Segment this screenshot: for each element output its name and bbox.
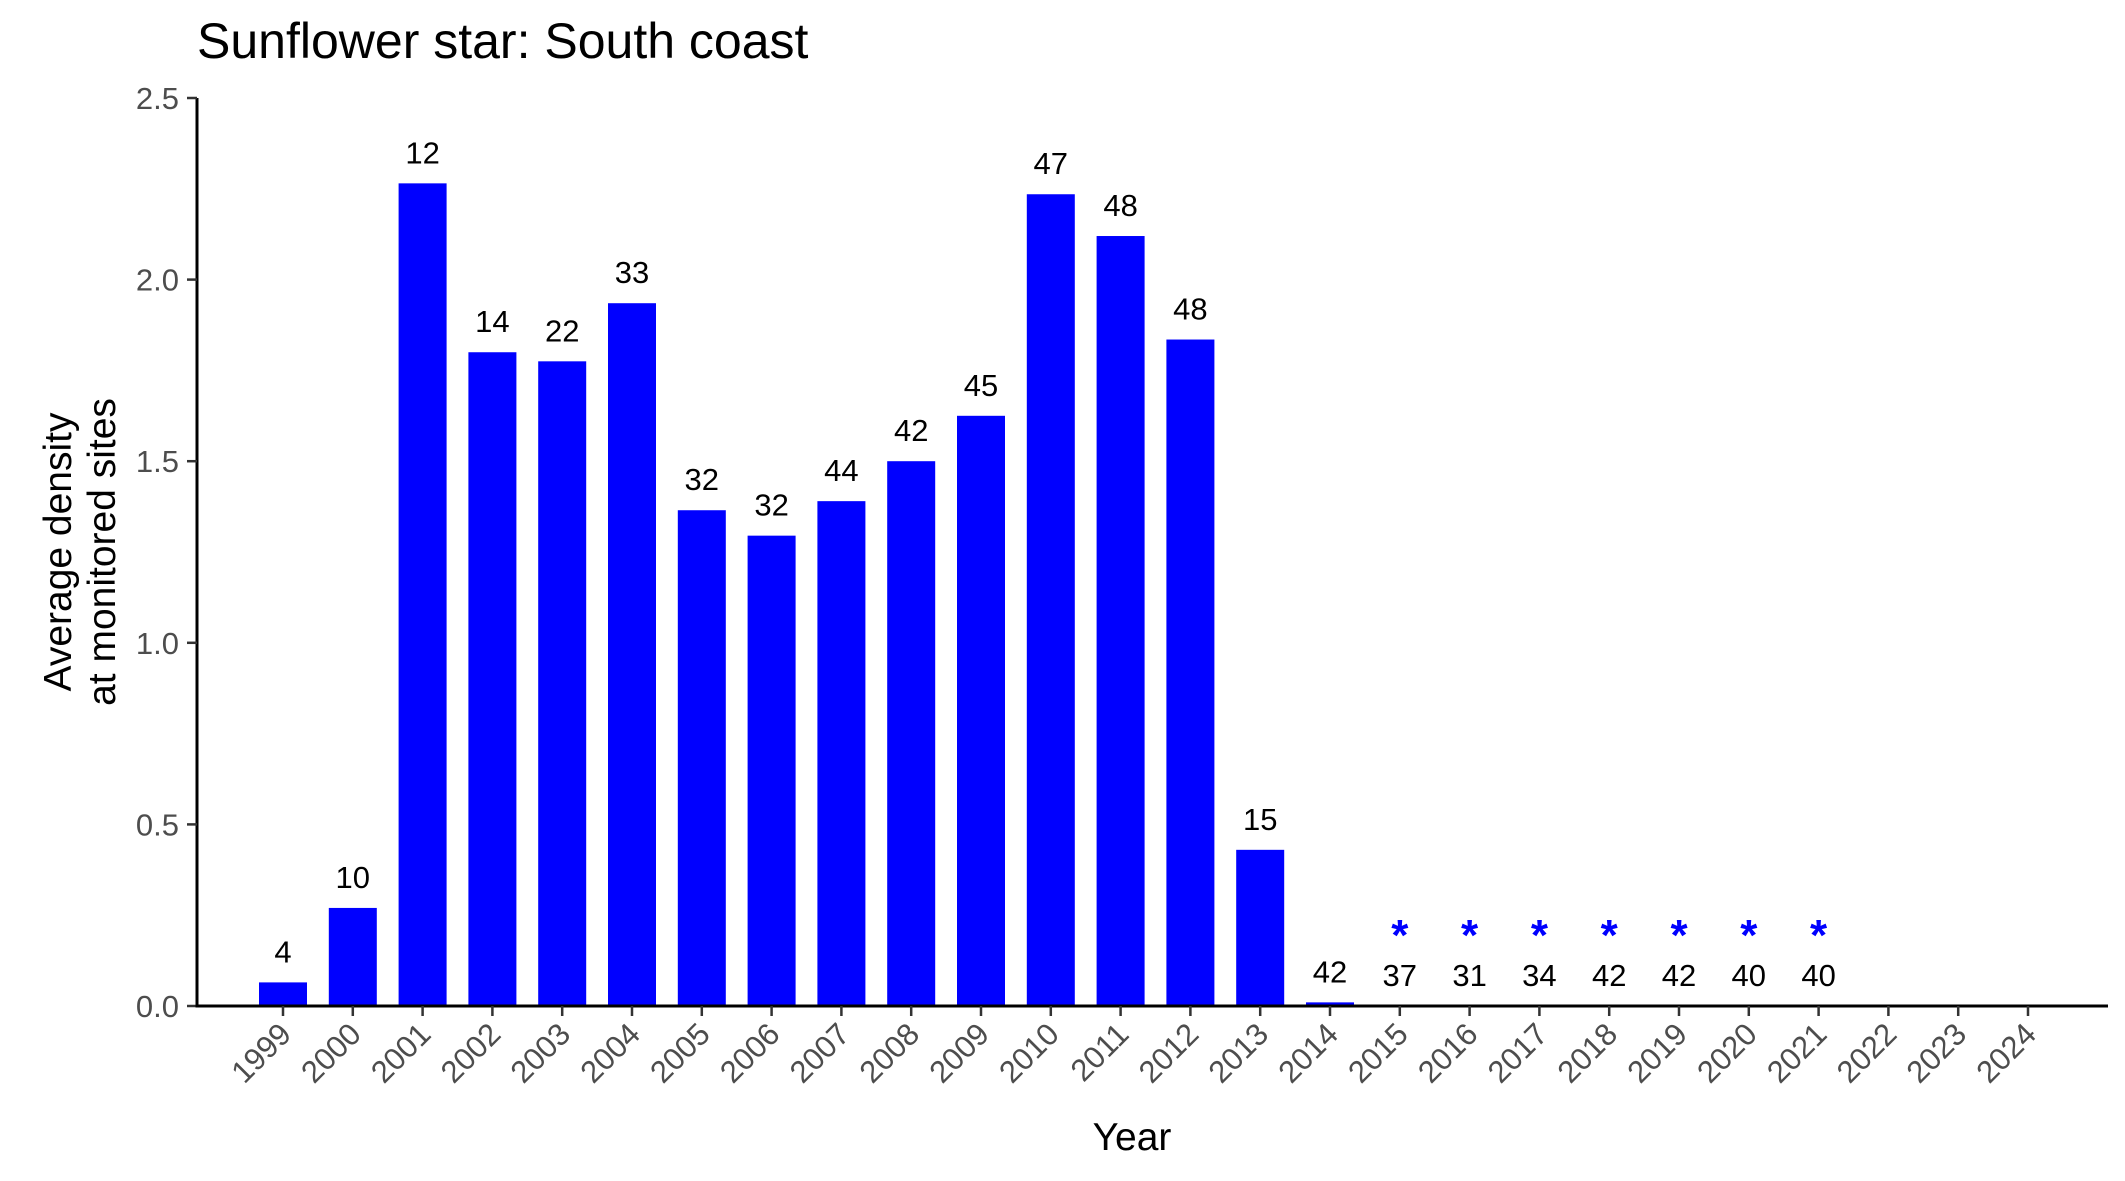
bar-label-2010: 47 <box>1034 146 1068 181</box>
bar-2012 <box>1166 339 1215 1006</box>
y-tick-label: 0.5 <box>136 807 179 842</box>
bar-label-1999: 4 <box>274 934 291 969</box>
bar-label-2006: 32 <box>754 488 788 523</box>
x-tick-label-2009: 2009 <box>922 1016 996 1090</box>
bar-2005 <box>677 510 726 1006</box>
bar-2014 <box>1306 1002 1354 1006</box>
x-tick-label-2002: 2002 <box>434 1016 508 1090</box>
bar-label-2015: 37 <box>1383 958 1417 993</box>
x-tick-label-2021: 2021 <box>1760 1016 1834 1090</box>
bar-label-2019: 42 <box>1662 958 1696 993</box>
bar-label-2014: 42 <box>1313 954 1347 989</box>
bar-labels-layer: 4 10 12 14 22 33 32 32 44 42 45 47 48 48 15 42 37 31 34 42 4… <box>274 135 1835 993</box>
bar-label-2004: 33 <box>615 255 649 290</box>
bar-1999 <box>259 982 307 1006</box>
bar-label-2001: 12 <box>405 135 439 170</box>
bar-label-2007: 44 <box>824 453 858 488</box>
x-tick-label-2008: 2008 <box>853 1016 927 1090</box>
x-tick-label-1999: 1999 <box>224 1016 298 1090</box>
zero-marker-2020: * <box>1740 911 1758 960</box>
chart-title: Sunflower star: South coast <box>197 13 809 69</box>
bar-label-2009: 45 <box>964 368 998 403</box>
bar-label-2021: 40 <box>1801 958 1835 993</box>
x-tick-label-2006: 2006 <box>713 1016 787 1090</box>
x-axis-title: Year <box>1093 1116 1172 1159</box>
zero-marker-2019: * <box>1670 911 1688 960</box>
bar-label-2002: 14 <box>475 304 509 339</box>
bar-label-2020: 40 <box>1732 958 1766 993</box>
bar-label-2016: 31 <box>1452 958 1486 993</box>
x-tick-label-2000: 2000 <box>294 1016 368 1090</box>
bars-layer <box>259 183 1354 1007</box>
x-tick-label-2013: 2013 <box>1202 1016 1276 1090</box>
x-tick-label-2005: 2005 <box>643 1016 717 1090</box>
x-tick-label-2011: 2011 <box>1064 1016 1136 1088</box>
bar-2003 <box>538 361 587 1006</box>
bar-2007 <box>817 501 866 1006</box>
y-tick-label: 2.0 <box>136 263 179 298</box>
x-tick-label-2018: 2018 <box>1551 1016 1625 1090</box>
zero-marker-2018: * <box>1601 911 1619 960</box>
x-axis: 1999200020012002200320042005200620072008… <box>195 1004 2108 1090</box>
bar-2011 <box>1096 236 1145 1007</box>
x-tick-label-2024: 2024 <box>1969 1016 2043 1090</box>
x-tick-label-2015: 2015 <box>1341 1016 1415 1090</box>
bar-2004 <box>608 303 656 1006</box>
x-tick-label-2022: 2022 <box>1830 1016 1904 1090</box>
y-tick-label: 1.0 <box>136 626 179 661</box>
x-tick-label-2010: 2010 <box>992 1016 1066 1090</box>
bar-label-2011: 48 <box>1103 188 1137 223</box>
bar-label-2000: 10 <box>336 860 370 895</box>
bar-2006 <box>747 535 796 1006</box>
zero-marker-2021: * <box>1810 911 1828 960</box>
x-tick-label-2004: 2004 <box>573 1016 647 1090</box>
bar-2010 <box>1026 194 1075 1007</box>
bar-2013 <box>1236 849 1285 1006</box>
x-tick-label-2003: 2003 <box>504 1016 578 1090</box>
y-tick-label: 2.5 <box>136 81 179 116</box>
bar-label-2008: 42 <box>894 413 928 448</box>
bar-2002 <box>468 352 517 1006</box>
x-tick-label-2023: 2023 <box>1900 1016 1974 1090</box>
y-axis-title: Average densityat monitored sites <box>37 398 124 706</box>
bar-2000 <box>328 907 377 1006</box>
y-tick-label: 1.5 <box>136 444 179 479</box>
bar-label-2003: 22 <box>545 313 579 348</box>
y-tick-label: 0.0 <box>136 989 179 1024</box>
y-axis-title-line: Average density <box>37 412 80 691</box>
bar-label-2013: 15 <box>1243 802 1277 837</box>
x-tick-label-2020: 2020 <box>1690 1016 1764 1090</box>
zero-marker-2016: * <box>1461 911 1479 960</box>
x-tick-label-2001: 2001 <box>364 1016 438 1090</box>
bar-2001 <box>398 183 447 1007</box>
zero-marker-2017: * <box>1531 911 1549 960</box>
zero-marker-2015: * <box>1391 911 1409 960</box>
x-tick-label-2019: 2019 <box>1620 1016 1694 1090</box>
bar-label-2005: 32 <box>685 462 719 497</box>
y-axis-title-line: at monitored sites <box>81 398 124 706</box>
y-axis: 0.0 0.5 1.0 1.5 2.0 2.5 <box>136 81 199 1024</box>
bar-2009 <box>957 415 1005 1006</box>
x-tick-label-2007: 2007 <box>783 1016 857 1090</box>
x-tick-label-2017: 2017 <box>1481 1016 1555 1090</box>
bar-2008 <box>887 461 936 1006</box>
zero-markers-layer: * * * * * * * <box>1391 911 1828 960</box>
bar-label-2018: 42 <box>1592 958 1626 993</box>
bar-label-2012: 48 <box>1173 292 1207 327</box>
bar-label-2017: 34 <box>1522 958 1556 993</box>
x-tick-label-2014: 2014 <box>1271 1016 1345 1090</box>
x-tick-label-2012: 2012 <box>1132 1016 1206 1090</box>
x-tick-label-2016: 2016 <box>1411 1016 1485 1090</box>
